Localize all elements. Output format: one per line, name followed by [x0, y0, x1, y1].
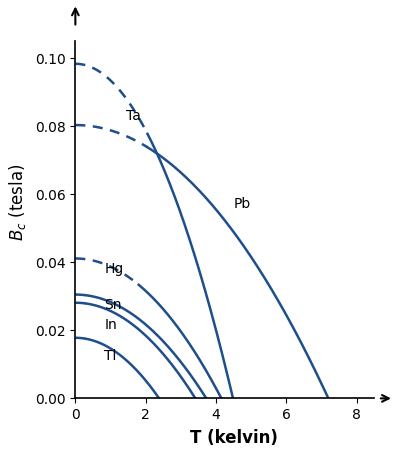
Text: Tl: Tl — [104, 349, 117, 363]
Text: Pb: Pb — [234, 197, 251, 212]
Text: Sn: Sn — [104, 298, 122, 312]
Text: Ta: Ta — [126, 109, 141, 123]
Text: Hg: Hg — [104, 262, 123, 276]
Y-axis label: $B_c$ (tesla): $B_c$ (tesla) — [7, 164, 28, 242]
X-axis label: T (kelvin): T (kelvin) — [190, 429, 278, 447]
Text: In: In — [104, 318, 117, 332]
